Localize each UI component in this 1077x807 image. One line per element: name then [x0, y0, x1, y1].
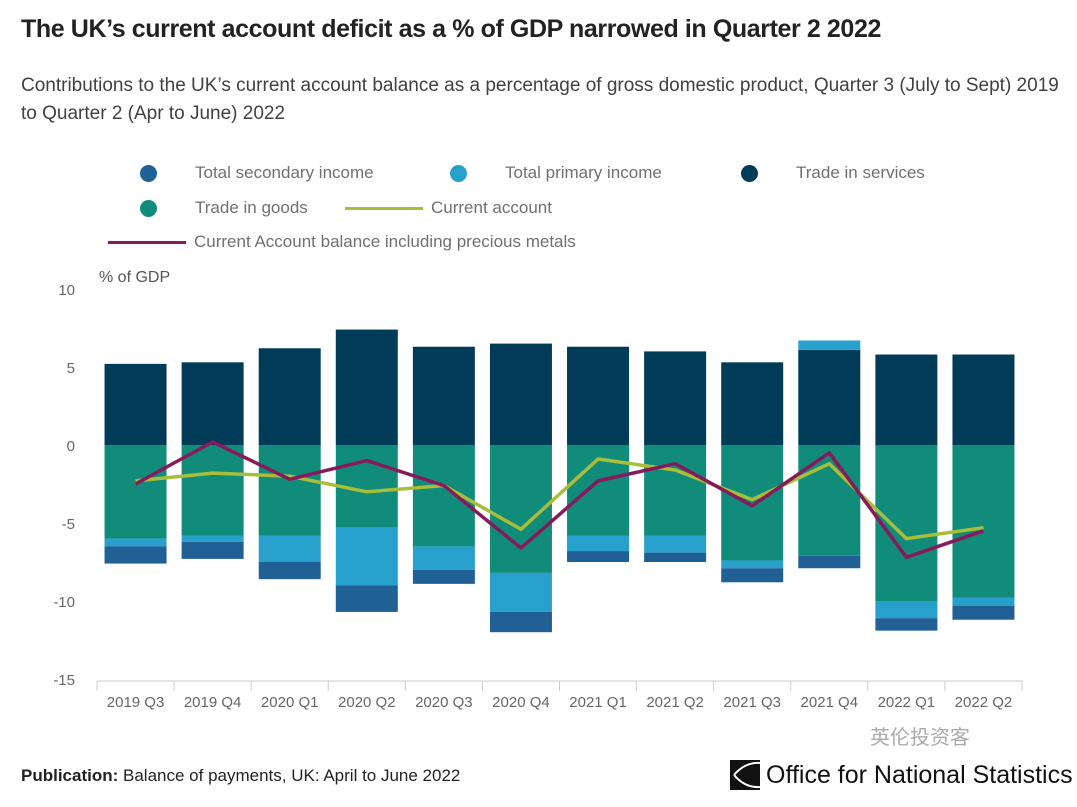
bar-trade-in-goods [412, 445, 475, 547]
legend-marker [450, 164, 467, 182]
bar-trade-in-services [567, 346, 630, 445]
legend-item-secondary-income: Total secondary income [140, 163, 374, 183]
bar-trade-in-goods [644, 445, 707, 536]
y-tick-label: 0 [67, 438, 75, 455]
legend-label: Trade in goods [195, 198, 308, 217]
bar-trade-in-services [875, 354, 938, 445]
legend-label: Total secondary income [195, 163, 374, 182]
footer-label: Publication: [21, 766, 119, 785]
bar-total-primary-income [258, 535, 321, 562]
bar-total-secondary-income [104, 546, 167, 564]
bar-total-secondary-income [721, 568, 784, 583]
bar-trade-in-services [181, 362, 244, 445]
legend-item-trade-goods: Trade in goods [140, 198, 308, 218]
y-tick-label: -15 [53, 672, 75, 689]
legend-item-primary-income: Total primary income [450, 163, 662, 183]
x-tick-label: 2019 Q3 [107, 694, 165, 711]
bar-total-secondary-income [875, 618, 938, 631]
logo-text: Office for National Statistics [766, 761, 1073, 789]
x-tick-label: 2020 Q3 [415, 694, 473, 711]
bar-total-secondary-income [335, 585, 398, 612]
bar-trade-in-services [798, 349, 861, 445]
legend-marker [140, 199, 157, 217]
watermark: 英伦投资客 [870, 727, 970, 749]
x-tick-label: 2021 Q3 [723, 694, 781, 711]
bar-total-secondary-income [489, 611, 552, 633]
bar-trade-in-goods [798, 445, 861, 556]
bar-total-secondary-income [644, 552, 707, 562]
bar-total-primary-income [489, 572, 552, 612]
bar-trade-in-services [721, 362, 784, 445]
legend-label: Current account [431, 198, 552, 217]
bar-total-primary-income [952, 597, 1015, 606]
x-tick-label: 2019 Q4 [184, 694, 242, 711]
bar-trade-in-services [335, 329, 398, 445]
bar-total-secondary-income [181, 541, 244, 559]
bar-total-secondary-income [567, 551, 630, 562]
bar-total-primary-income [335, 527, 398, 586]
bar-total-primary-income [798, 340, 861, 350]
line-current-account-balance-including-precious-metals [134, 440, 985, 560]
bar-trade-in-services [952, 354, 1015, 445]
y-tick-label: -10 [53, 594, 75, 611]
bar-trade-in-goods [104, 445, 167, 539]
bar-total-primary-income [181, 535, 244, 542]
x-tick-label: 2021 Q2 [646, 694, 704, 711]
bar-total-secondary-income [798, 555, 861, 569]
bar-trade-in-goods [952, 445, 1015, 598]
legend-label: Current Account balance including precio… [194, 232, 576, 251]
x-tick-label: 2021 Q4 [801, 694, 859, 711]
bar-trade-in-goods [258, 445, 321, 536]
legend-line [108, 240, 186, 244]
bar-total-primary-income [644, 535, 707, 553]
legend-item-current-account: Current account [345, 198, 552, 218]
y-tick-label: -5 [62, 516, 75, 533]
x-tick-label: 2020 Q2 [338, 694, 396, 711]
x-tick-label: 2020 Q1 [261, 694, 319, 711]
chart-subtitle: Contributions to the UK’s current accoun… [21, 75, 1059, 124]
legend-label: Trade in services [796, 163, 925, 182]
y-tick-label: 5 [67, 360, 75, 377]
bar-trade-in-services [412, 346, 475, 445]
bar-total-primary-income [412, 546, 475, 570]
bar-trade-in-services [104, 363, 167, 445]
footer-text: Balance of payments, UK: April to June 2… [118, 766, 461, 785]
legend-label: Total primary income [505, 163, 662, 182]
bar-total-primary-income [875, 601, 938, 619]
chart-title: The UK’s current account deficit as a % … [21, 15, 881, 43]
line-current-account [135, 457, 984, 541]
legend-item-precious-metals: Current Account balance including precio… [108, 232, 576, 252]
bar-trade-in-goods [181, 445, 244, 536]
x-tick-label: 2020 Q4 [492, 694, 550, 711]
bar-total-primary-income [721, 560, 784, 569]
ons-logo-icon [730, 760, 760, 790]
x-tick-label: 2022 Q1 [878, 694, 936, 711]
bar-total-secondary-income [412, 569, 475, 584]
bar-trade-in-services [258, 348, 321, 445]
y-axis-label: % of GDP [99, 269, 170, 286]
bar-trade-in-goods [721, 445, 784, 561]
ons-logo: Office for National Statistics [730, 759, 1073, 791]
bar-total-secondary-income [258, 562, 321, 580]
bar-trade-in-services [644, 351, 707, 445]
footer: Publication: Balance of payments, UK: Ap… [21, 766, 460, 786]
bar-trade-in-goods [875, 445, 938, 601]
legend-item-trade-services: Trade in services [741, 163, 925, 183]
bar-total-primary-income [104, 538, 167, 547]
chart-plot: % of GDP 10 5 0 -5 -10 -15 2019 Q3 2019 Q4 2020 Q… [53, 269, 1023, 711]
y-tick-label: 10 [58, 282, 75, 299]
x-tick-label: 2022 Q2 [955, 694, 1013, 711]
legend-marker [140, 164, 157, 182]
legend-line [345, 206, 423, 210]
legend-marker [741, 164, 758, 182]
bar-trade-in-services [489, 343, 552, 445]
x-tick-label: 2021 Q1 [569, 694, 627, 711]
bar-total-secondary-income [952, 605, 1015, 620]
bar-total-primary-income [567, 535, 630, 552]
